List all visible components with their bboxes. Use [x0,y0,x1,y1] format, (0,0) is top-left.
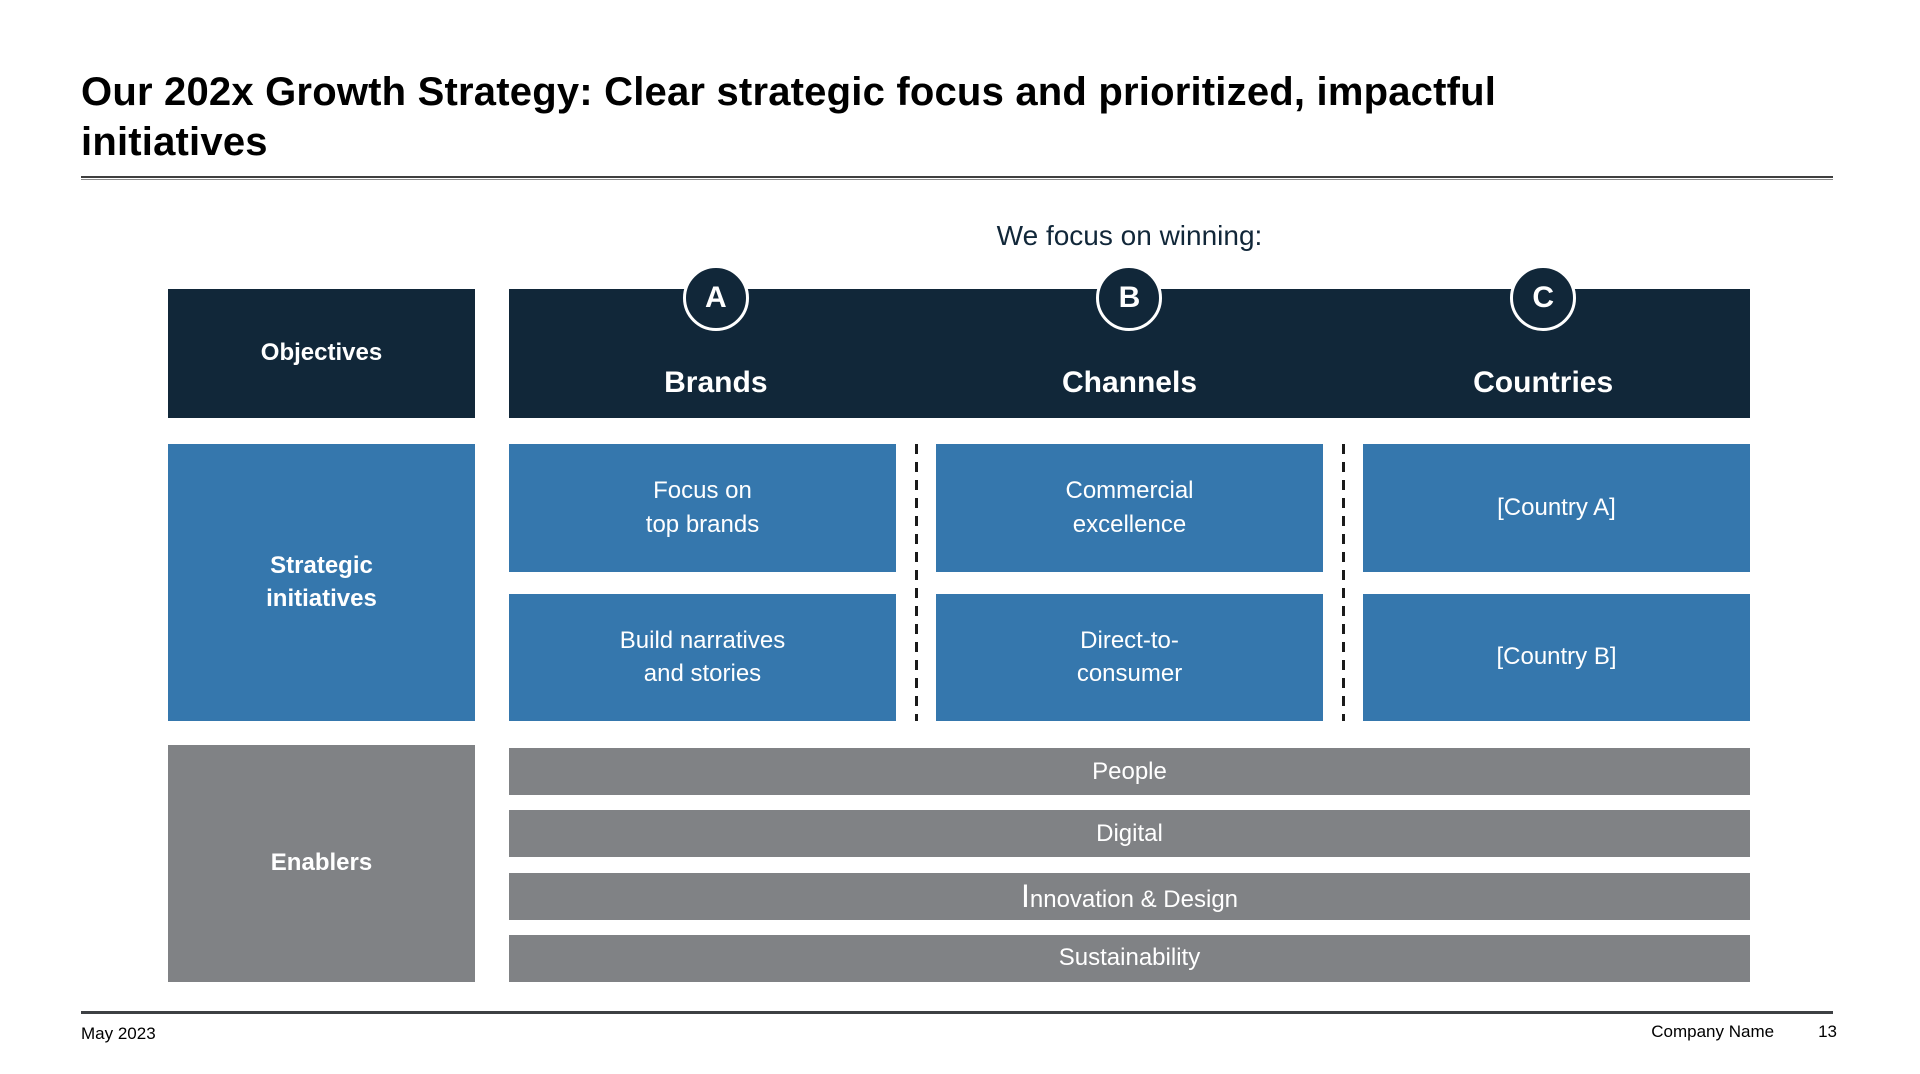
initiative-box-country-a: [Country A] [1363,444,1750,572]
letter-c: C [1532,281,1554,314]
footer-divider [81,1011,1833,1014]
column-divider-dashed-2 [1341,444,1345,721]
strategic-initiatives-grid: Focus on top brands Build narratives and… [509,444,1750,721]
slide-title: Our 202x Growth Strategy: Clear strategi… [81,69,1497,165]
column-divider-dashed-1 [914,444,918,721]
enabler-bars: People Digital Innovation & Design Susta… [509,748,1750,982]
enabler-bar-sustainability: Sustainability [509,934,1750,982]
footer-right-group: Company Name 13 [1651,1022,1837,1042]
letter-badge-a: A [682,265,749,331]
enabler-bar-digital: Digital [509,810,1750,858]
objectives-header-band: A Brands B Channels C Countries [509,265,1750,418]
column-label-brands: Brands [664,366,768,399]
strategic-initiatives-row-label: Strategic initiatives [168,444,475,721]
initiative-box-country-b: [Country B] [1363,593,1750,721]
footer-company-name: Company Name [1651,1022,1775,1041]
objectives-row-label: Objectives [168,289,475,418]
focus-heading: We focus on winning: [996,220,1263,251]
column-header-channels: B Channels [923,265,1337,418]
initiative-box-focus-on-top-brands: Focus on top brands [509,444,896,572]
column-label-channels: Channels [1061,366,1197,399]
initiative-box-build-narratives: Build narratives and stories [509,593,896,721]
footer-date: May 2023 [81,1024,156,1043]
letter-badge-c: C [1510,265,1577,331]
enabler-bar-people: People [509,748,1750,795]
letter-b: B [1118,281,1141,314]
letter-a: A [704,281,727,314]
column-header-countries: C Countries [1336,265,1750,418]
column-label-countries: Countries [1473,366,1614,399]
initiative-box-commercial-excellence: Commercial excellence [936,444,1323,572]
column-header-brands: A Brands [509,265,923,418]
title-divider [81,176,1833,180]
enablers-row-label: Enablers [168,745,475,982]
letter-badge-b: B [1096,265,1163,331]
enabler-bar-innovation-design: Innovation & Design [509,872,1750,920]
footer-page-number: 13 [1818,1022,1837,1041]
initiative-box-direct-to-consumer: Direct-to- consumer [936,593,1323,721]
